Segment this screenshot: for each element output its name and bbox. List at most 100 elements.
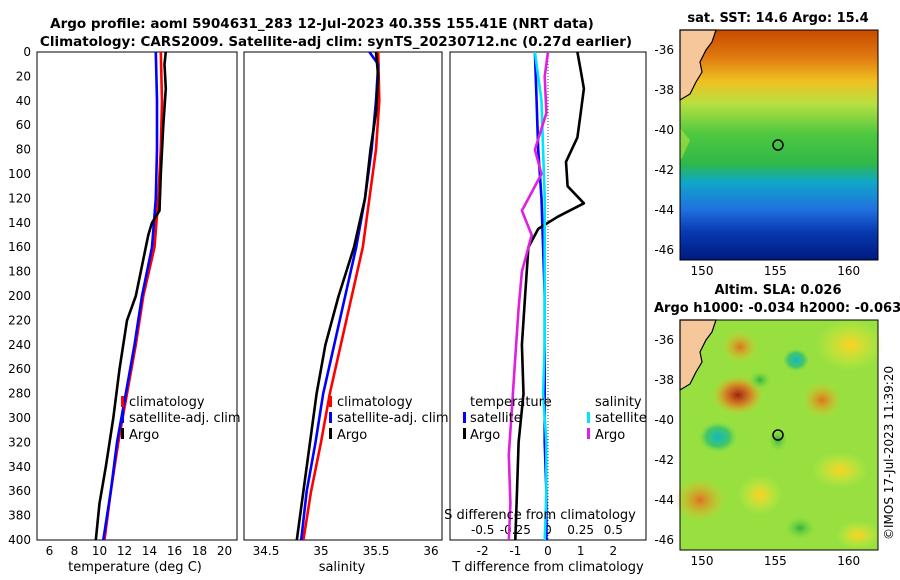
map-lat-tick-label: -46	[654, 243, 674, 257]
s-difference-xlabel: S difference from climatology	[444, 508, 636, 523]
difference-profile-lines	[507, 52, 586, 540]
legend-title-temperature: temperature	[470, 395, 552, 410]
sst-map: sat. SST: 14.6 Argo: 15.4 150 155 160 -36 -3…	[654, 11, 879, 278]
x-tick-label: 0	[544, 544, 552, 558]
legend-label-argo: Argo	[337, 428, 367, 443]
profile-line-salinity-argo	[507, 52, 550, 540]
x-tick-label: 12	[117, 544, 132, 558]
sla-anomaly-blob	[674, 478, 726, 522]
imos-credit: ©IMOS 17-Jul-2023 11:39:20	[882, 366, 896, 540]
depth-tick-label: 0	[23, 45, 31, 59]
sla-anomaly-blob	[782, 348, 810, 372]
sst-map-title: sat. SST: 14.6 Argo: 15.4	[687, 11, 868, 26]
sla-anomaly-blob	[738, 475, 782, 515]
sst-land-australia	[679, 29, 717, 102]
salinity-profile-lines	[295, 52, 381, 540]
depth-tick-label: 380	[8, 509, 31, 523]
legend-marker-t-argo	[463, 428, 466, 439]
depth-tick-label: 100	[8, 167, 31, 181]
legend-marker-s-argo	[587, 428, 590, 439]
legend-marker-argo	[121, 428, 124, 439]
sla-map-title-line2: Argo h1000: -0.034 h2000: -0.063	[654, 301, 900, 316]
map-lon-tick-label: 160	[837, 264, 860, 278]
profile-line-argo	[295, 52, 380, 540]
map-lat-tick-label: -36	[654, 43, 674, 57]
sla-anomaly-blob	[722, 331, 758, 363]
map-lat-tick-label: -38	[654, 373, 674, 387]
sla-land-australia	[679, 319, 717, 392]
x-tick-label: 20	[217, 544, 232, 558]
profile-line-salinity-satellite	[533, 52, 548, 540]
difference-legend-salinity: salinity satellite Argo	[587, 395, 647, 443]
salinity-xlabel: salinity	[319, 560, 366, 575]
map-lat-tick-label: -46	[654, 533, 674, 547]
sla-anomaly-blob	[816, 319, 884, 371]
salinity-tick-labels: 34.5 35 35.5 36	[253, 544, 439, 558]
sla-anomaly-blob	[812, 452, 868, 488]
legend-marker-argo	[329, 428, 332, 439]
depth-tick-label: 240	[8, 338, 31, 352]
legend-label-satellite: satellite-adj. clim	[129, 411, 241, 426]
difference-legend-temperature: temperature satellite Argo	[463, 395, 552, 443]
sst-map-tick-labels: 150 155 160 -36 -38 -40 -42 -44 -46	[654, 43, 860, 278]
depth-tick-label: 280	[8, 387, 31, 401]
map-lat-tick-label: -42	[654, 453, 674, 467]
sst-argo-location-marker	[772, 139, 784, 151]
profile-line-satellite-adj-clim	[102, 52, 159, 540]
s-diff-tick-label: 0.25	[567, 523, 594, 537]
x-tick-label: 8	[71, 544, 79, 558]
legend-marker-s-satellite	[587, 412, 590, 423]
depth-tick-label: 60	[16, 118, 31, 132]
depth-tick-label: 220	[8, 313, 31, 327]
x-tick-label: -1	[509, 544, 521, 558]
s-diff-tick-label: 0	[544, 523, 552, 537]
temperature-tick-labels: 6 8 10 12 14 16 18 20	[46, 544, 232, 558]
salinity-panel: 34.5 35 35.5 36 salinity climatology satell…	[243, 51, 449, 575]
figure-title-line1: Argo profile: aoml 5904631_283 12-Jul-20…	[50, 16, 594, 32]
sla-map-title-line1: Altim. SLA: 0.026	[715, 283, 842, 298]
t-difference-xlabel: T difference from climatology	[451, 560, 644, 575]
sla-map-tick-labels: 150 155 160 -36 -38 -40 -42 -44 -46	[654, 333, 860, 568]
x-tick-label: 2	[610, 544, 618, 558]
map-lat-tick-label: -40	[654, 413, 674, 427]
salinity-axes-frame	[243, 51, 443, 541]
legend-title-salinity: salinity	[595, 395, 642, 410]
salinity-legend: climatology satellite-adj. clim Argo	[329, 395, 449, 443]
map-lat-tick-label: -44	[654, 493, 674, 507]
legend-label-climatology: climatology	[337, 395, 413, 410]
sla-anomaly-blob	[698, 421, 738, 453]
legend-marker-climatology	[121, 396, 124, 407]
sla-anomaly-blob	[748, 370, 772, 390]
x-tick-label: 1	[577, 544, 585, 558]
sla-map-frame	[679, 319, 879, 551]
sla-anomaly-blob	[836, 521, 880, 549]
depth-tick-label: 120	[8, 191, 31, 205]
legend-label-s-satellite: satellite	[595, 411, 647, 426]
depth-tick-label: 340	[8, 460, 31, 474]
x-tick-label: 36	[423, 544, 438, 558]
sla-map: Altim. SLA: 0.026 Argo h1000: -0.034 h20…	[654, 283, 900, 568]
t-difference-tick-labels: -2 -1 0 1 2	[477, 544, 617, 558]
legend-marker-t-satellite	[463, 412, 466, 423]
x-tick-label: 14	[142, 544, 157, 558]
map-lat-tick-label: -40	[654, 123, 674, 137]
legend-label-t-satellite: satellite	[470, 411, 522, 426]
x-tick-label: 35	[313, 544, 328, 558]
profile-line-argo	[94, 52, 168, 540]
s-diff-tick-label: -0.5	[471, 523, 494, 537]
depth-tick-label: 300	[8, 411, 31, 425]
legend-label-t-argo: Argo	[470, 428, 500, 443]
x-tick-label: 34.5	[253, 544, 280, 558]
depth-tick-label: 160	[8, 240, 31, 254]
x-tick-label: 6	[46, 544, 54, 558]
sla-argo-location-marker	[772, 429, 784, 441]
temperature-xlabel: temperature (deg C)	[68, 560, 202, 575]
profile-line-temperature-argo	[514, 52, 586, 540]
x-tick-label: 35.5	[363, 544, 390, 558]
legend-label-s-argo: Argo	[595, 428, 625, 443]
legend-label-argo: Argo	[129, 428, 159, 443]
legend-label-climatology: climatology	[129, 395, 205, 410]
depth-tick-label: 20	[16, 69, 31, 83]
depth-tick-label: 180	[8, 265, 31, 279]
